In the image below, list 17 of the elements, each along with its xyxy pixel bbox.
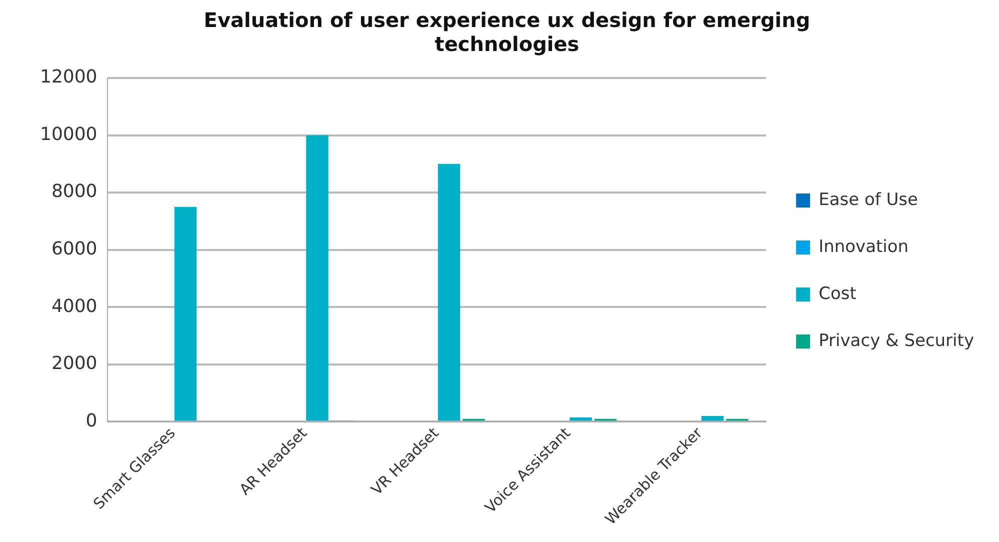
legend-label: Cost bbox=[818, 284, 857, 304]
bar bbox=[701, 416, 724, 421]
y-tick-label: 2000 bbox=[51, 353, 98, 374]
bar bbox=[174, 206, 197, 421]
y-tick-label: 12000 bbox=[40, 66, 98, 88]
legend-label: Privacy & Security bbox=[818, 330, 974, 351]
y-tick-label: 8000 bbox=[51, 181, 98, 202]
legend-label: Ease of Use bbox=[818, 190, 918, 210]
y-tick-label: 10000 bbox=[40, 124, 98, 145]
y-tick-label: 4000 bbox=[51, 296, 98, 317]
legend-label: Innovation bbox=[818, 236, 909, 257]
chart-title: Evaluation of user experience ux design for emerging technologies bbox=[204, 8, 810, 56]
bar bbox=[306, 135, 328, 421]
y-tick-label: 6000 bbox=[51, 238, 98, 260]
bar bbox=[570, 417, 592, 421]
bar bbox=[438, 164, 460, 421]
y-tick-label: 0 bbox=[86, 410, 98, 432]
